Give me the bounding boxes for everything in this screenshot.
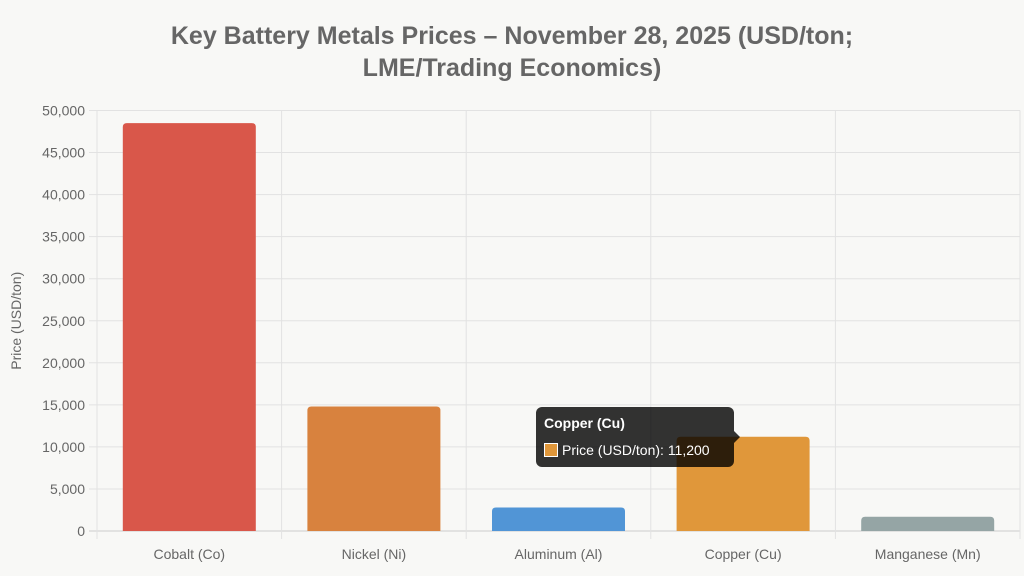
y-tick-label: 15,000 <box>42 397 85 413</box>
bar-nickel <box>307 406 441 531</box>
y-tick-label: 20,000 <box>42 355 85 371</box>
tooltip-value: 11,200 <box>667 442 710 458</box>
title-line-1: Key Battery Metals Prices – November 28,… <box>170 22 854 50</box>
y-tick-label: 5,000 <box>50 481 85 497</box>
bar-aluminum <box>492 507 625 531</box>
x-tick-label: Nickel (Ni) <box>342 546 407 562</box>
y-tick-label: 10,000 <box>42 439 85 455</box>
y-tick-label: 0 <box>77 523 85 539</box>
y-tick-label: 35,000 <box>42 229 85 245</box>
tooltip-swatch <box>544 443 558 457</box>
y-tick-label: 40,000 <box>42 187 85 203</box>
tooltip: Copper (Cu) Price (USD/ton): 11,200 <box>536 407 740 467</box>
y-tick-label: 30,000 <box>42 271 85 287</box>
title-line-2: LME/Trading Economics) <box>362 54 662 82</box>
tooltip-title: Copper (Cu) <box>544 415 625 431</box>
y-axis-label: Price (USD/ton) <box>8 272 24 370</box>
y-tick-label: 25,000 <box>42 313 85 329</box>
y-tick-label: 45,000 <box>42 145 85 161</box>
x-tick-label: Copper (Cu) <box>705 546 782 562</box>
x-tick-label: Aluminum (Al) <box>515 546 603 562</box>
x-tick-label: Cobalt (Co) <box>154 546 226 562</box>
y-tick-label: 50,000 <box>42 103 85 119</box>
bar-cobalt <box>122 123 256 532</box>
chart-title: Key Battery Metals Prices – November 28,… <box>0 20 1024 84</box>
tooltip-label: Price (USD/ton): <box>562 442 664 458</box>
x-tick-label: Manganese (Mn) <box>875 546 981 562</box>
bar-manganese <box>861 516 995 531</box>
